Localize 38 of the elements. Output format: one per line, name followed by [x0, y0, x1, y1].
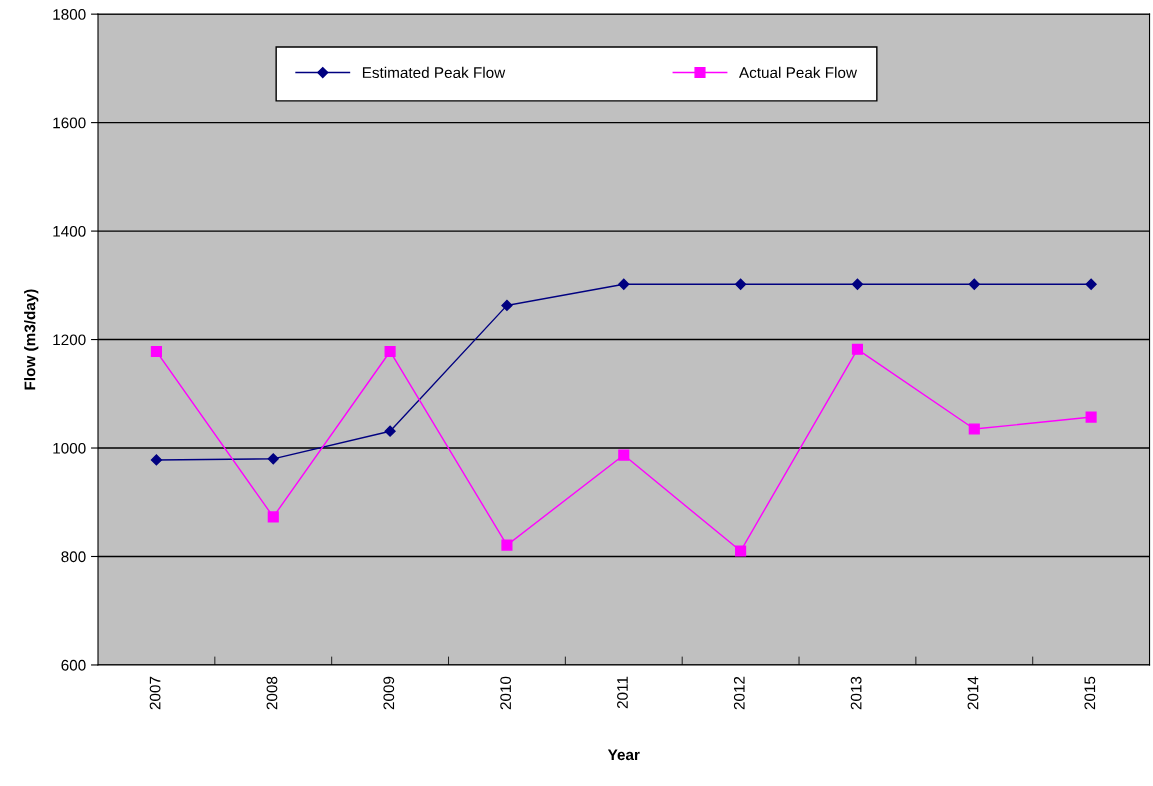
point: [618, 278, 630, 290]
y-tick-label: 1000: [53, 442, 86, 454]
point: [501, 539, 513, 551]
point: [384, 345, 396, 358]
y-tick-label: 1200: [53, 334, 86, 346]
point: [501, 299, 513, 311]
x-tick-label: 2010: [500, 676, 512, 710]
y-tick-label: 1400: [53, 225, 86, 237]
x-tick-label: 2012: [733, 676, 745, 710]
point: [618, 449, 630, 461]
x-tick-label: 2011: [617, 676, 628, 709]
point: [384, 425, 396, 437]
y-axis-title: Flow (m3/day): [24, 289, 39, 390]
point: [851, 278, 864, 290]
x-tick-label: 2015: [1084, 676, 1096, 710]
point: [150, 345, 162, 358]
x-tick-label: 2014: [967, 676, 979, 710]
point: [1085, 411, 1097, 423]
point: [267, 453, 279, 465]
legend-label: Actual Peak Flow: [738, 66, 858, 79]
x-tick-label: 2007: [149, 676, 161, 710]
y-tick-label: 1800: [53, 9, 86, 20]
point: [968, 278, 980, 290]
legend-label: Estimated Peak Flow: [362, 66, 506, 79]
point: [968, 423, 980, 435]
y-tick-label: 600: [61, 659, 86, 671]
x-tick-label: 2009: [383, 676, 395, 710]
point: [267, 511, 279, 523]
point: [851, 343, 864, 355]
y-tick-label: 1600: [53, 117, 86, 129]
point: [150, 454, 163, 466]
point: [735, 278, 747, 290]
x-tick-label: 2008: [266, 676, 278, 710]
point: [735, 545, 747, 557]
point: [1085, 278, 1097, 290]
x-axis-title: Year: [607, 749, 640, 761]
x-tick-label: 2013: [850, 676, 862, 710]
y-tick-label: 800: [61, 551, 86, 563]
